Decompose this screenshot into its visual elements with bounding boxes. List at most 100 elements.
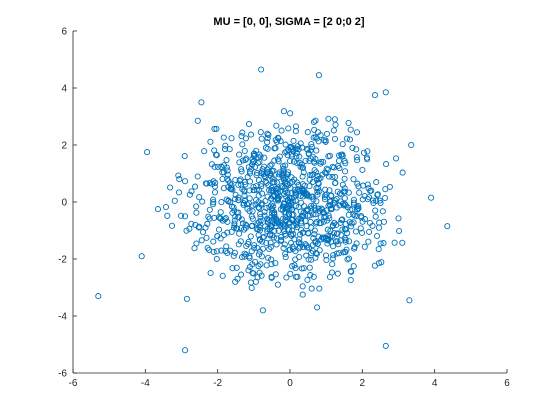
x-tick-label: 0: [287, 378, 293, 389]
data-point: [210, 238, 217, 245]
data-point: [302, 157, 309, 164]
data-point: [296, 243, 304, 250]
data-point: [345, 189, 352, 196]
data-point: [329, 222, 336, 230]
data-point: [272, 222, 279, 230]
data-point: [264, 130, 271, 137]
data-point: [220, 185, 227, 192]
data-point: [268, 187, 275, 194]
data-point: [281, 185, 288, 192]
data-point: [323, 130, 331, 137]
data-point: [217, 215, 224, 222]
data-point: [295, 182, 302, 189]
data-point: [221, 146, 229, 153]
data-point: [261, 208, 268, 215]
data-point: [378, 259, 385, 266]
data-point: [213, 248, 220, 255]
data-point: [229, 265, 236, 272]
data-point: [325, 115, 332, 122]
data-point: [262, 223, 269, 230]
data-point: [306, 171, 313, 179]
data-point: [273, 138, 280, 145]
data-point: [351, 244, 358, 251]
data-point: [324, 166, 331, 173]
data-point: [280, 174, 287, 181]
data-point: [242, 156, 249, 163]
data-point: [428, 194, 435, 201]
data-point: [263, 262, 270, 269]
data-point: [215, 214, 222, 221]
data-point: [274, 281, 281, 288]
data-point: [308, 285, 315, 292]
data-point: [341, 185, 348, 192]
data-point: [255, 251, 263, 258]
y-tick-label: 0: [61, 198, 67, 209]
data-point: [218, 163, 225, 171]
data-point: [295, 239, 303, 246]
data-point: [366, 228, 373, 235]
data-point: [231, 220, 238, 227]
data-point: [268, 256, 275, 263]
data-point: [286, 219, 293, 226]
data-point: [260, 171, 267, 178]
x-tick-label: 2: [360, 378, 366, 389]
data-point: [320, 137, 328, 144]
axes: -6 -4 -2 0 2 4 6 -6 -4 -2 0 2 4 6: [58, 27, 510, 390]
data-point: [364, 148, 371, 155]
data-point: [239, 129, 246, 136]
data-point: [263, 239, 270, 247]
data-point: [317, 214, 324, 221]
data-point: [304, 276, 311, 284]
data-point: [316, 285, 323, 292]
data-point: [345, 211, 352, 218]
data-point: [284, 203, 291, 210]
data-point: [333, 250, 340, 257]
data-point: [233, 264, 240, 271]
data-point: [308, 171, 315, 179]
data-point: [249, 215, 256, 222]
data-point: [331, 116, 338, 123]
data-point: [242, 181, 249, 188]
data-point: [241, 188, 248, 195]
data-point: [313, 249, 320, 257]
data-point: [324, 232, 331, 240]
data-point: [372, 207, 379, 214]
data-point: [308, 202, 315, 209]
data-point: [258, 180, 265, 187]
data-point: [256, 269, 263, 276]
data-point: [286, 157, 294, 165]
x-tick-label: 4: [432, 378, 438, 389]
data-point: [293, 150, 301, 157]
data-point: [303, 223, 310, 230]
data-point: [154, 206, 162, 213]
data-point: [293, 159, 300, 166]
data-point: [241, 147, 248, 155]
data-point: [162, 203, 170, 211]
data-point: [338, 151, 345, 158]
data-point: [326, 152, 333, 159]
data-point: [350, 196, 357, 203]
data-point: [353, 154, 360, 161]
data-point: [318, 158, 325, 165]
data-point: [319, 171, 326, 178]
data-point: [238, 166, 245, 173]
data-point: [267, 239, 274, 246]
data-point: [138, 253, 145, 260]
data-point: [268, 217, 276, 224]
data-point: [193, 203, 200, 210]
data-point: [346, 219, 353, 226]
data-point: [212, 179, 219, 186]
data-point: [329, 163, 336, 170]
data-point: [268, 184, 275, 192]
data-point: [228, 135, 235, 142]
data-point: [292, 128, 299, 135]
data-point: [269, 200, 276, 207]
data-point: [228, 186, 235, 193]
y-tick-label: 2: [61, 141, 67, 152]
data-point: [316, 247, 323, 254]
data-point: [177, 212, 185, 219]
data-point: [206, 206, 213, 213]
data-point: [314, 304, 321, 311]
data-point: [334, 188, 341, 195]
